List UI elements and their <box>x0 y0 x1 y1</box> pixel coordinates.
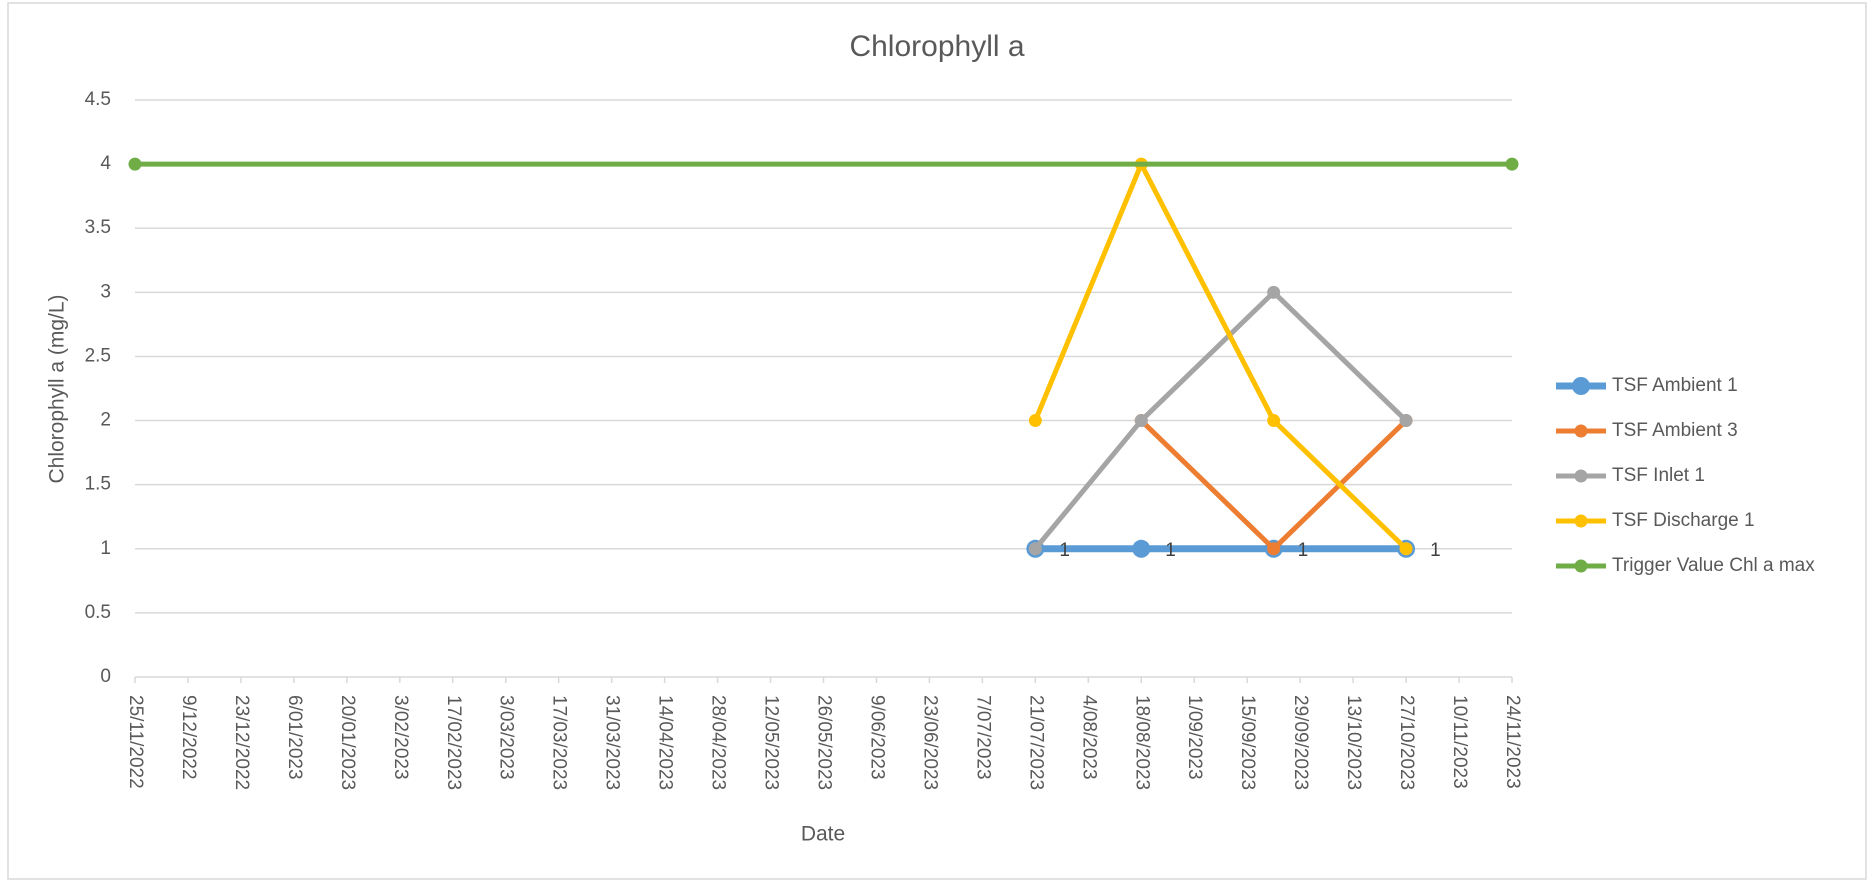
x-tick-label: 15/09/2023 <box>1237 695 1258 790</box>
point-marker <box>1028 542 1042 556</box>
y-tick-label: 3 <box>100 281 111 302</box>
y-tick-label: 4 <box>100 153 111 174</box>
legend-marker <box>1574 559 1588 573</box>
x-tick-label: 10/11/2023 <box>1449 695 1470 789</box>
y-tick-label: 1 <box>100 538 111 559</box>
y-tick-label: 0 <box>100 666 111 687</box>
x-tick-label: 28/04/2023 <box>708 695 729 790</box>
x-tick-label: 6/01/2023 <box>284 695 305 780</box>
data-label: 1 <box>1298 540 1309 561</box>
point-marker <box>1267 542 1281 556</box>
x-tick-label: 23/06/2023 <box>919 695 940 790</box>
chart-title: Chlorophyll a <box>849 30 1024 63</box>
y-tick-label: 1.5 <box>85 474 111 495</box>
legend-label: TSF Ambient 3 <box>1612 420 1738 441</box>
legend-marker <box>1574 514 1588 528</box>
legend-label: TSF Ambient 1 <box>1612 375 1738 396</box>
x-tick-label: 9/06/2023 <box>866 695 887 780</box>
series-line <box>1033 161 1408 551</box>
y-axis-label: Chlorophyll a (mg/L) <box>46 294 69 483</box>
x-tick-label: 27/10/2023 <box>1396 695 1417 790</box>
series-line <box>1033 289 1408 551</box>
x-tick-label: 25/11/2022 <box>125 695 146 789</box>
point-marker <box>1267 285 1281 299</box>
chart-border <box>7 2 1867 880</box>
x-tick-label: 29/09/2023 <box>1290 695 1311 790</box>
legend-label: Trigger Value Chl a max <box>1612 555 1815 576</box>
x-tick-label: 12/05/2023 <box>761 695 782 790</box>
point-marker <box>1267 414 1281 428</box>
point-marker <box>128 157 142 171</box>
x-tick-label: 14/04/2023 <box>655 695 676 790</box>
y-tick-label: 2 <box>100 410 111 431</box>
x-axis-label: Date <box>801 823 845 846</box>
x-tick-label: 21/07/2023 <box>1025 695 1046 790</box>
y-tick-label: 2.5 <box>85 345 111 366</box>
x-tick-label: 13/10/2023 <box>1343 695 1364 790</box>
x-tick-label: 9/12/2022 <box>178 695 199 780</box>
x-tick-label: 7/07/2023 <box>972 695 993 780</box>
data-label: 1 <box>1165 540 1176 561</box>
legend-marker <box>1574 469 1588 483</box>
data-label: 1 <box>1059 540 1070 561</box>
x-tick-label: 4/08/2023 <box>1078 695 1099 780</box>
point-marker <box>1399 414 1413 428</box>
legend-marker <box>1572 377 1590 395</box>
point-marker <box>1132 539 1151 558</box>
x-tick-label: 17/03/2023 <box>549 695 570 790</box>
legend-marker <box>1574 424 1588 438</box>
x-tick-label: 18/08/2023 <box>1131 695 1152 790</box>
legend-label: TSF Discharge 1 <box>1612 510 1755 531</box>
point-marker <box>1134 414 1148 428</box>
x-tick-label: 3/02/2023 <box>390 695 411 780</box>
x-tick-label: 26/05/2023 <box>813 695 834 790</box>
x-tick-label: 17/02/2023 <box>443 695 464 790</box>
point-marker <box>1399 542 1413 556</box>
y-tick-label: 3.5 <box>85 217 111 238</box>
x-tick-label: 23/12/2022 <box>231 695 252 790</box>
x-tick-label: 1/09/2023 <box>1184 695 1205 780</box>
legend-label: TSF Inlet 1 <box>1612 465 1705 486</box>
x-tick-label: 24/11/2023 <box>1502 695 1523 789</box>
x-tick-label: 3/03/2023 <box>496 695 517 780</box>
point-marker <box>1505 157 1519 171</box>
y-tick-label: 4.5 <box>85 89 111 110</box>
point-marker <box>1028 414 1042 428</box>
x-tick-label: 31/03/2023 <box>602 695 623 790</box>
y-tick-label: 0.5 <box>85 602 111 623</box>
x-tick-label: 20/01/2023 <box>337 695 358 790</box>
data-label: 1 <box>1430 540 1441 561</box>
